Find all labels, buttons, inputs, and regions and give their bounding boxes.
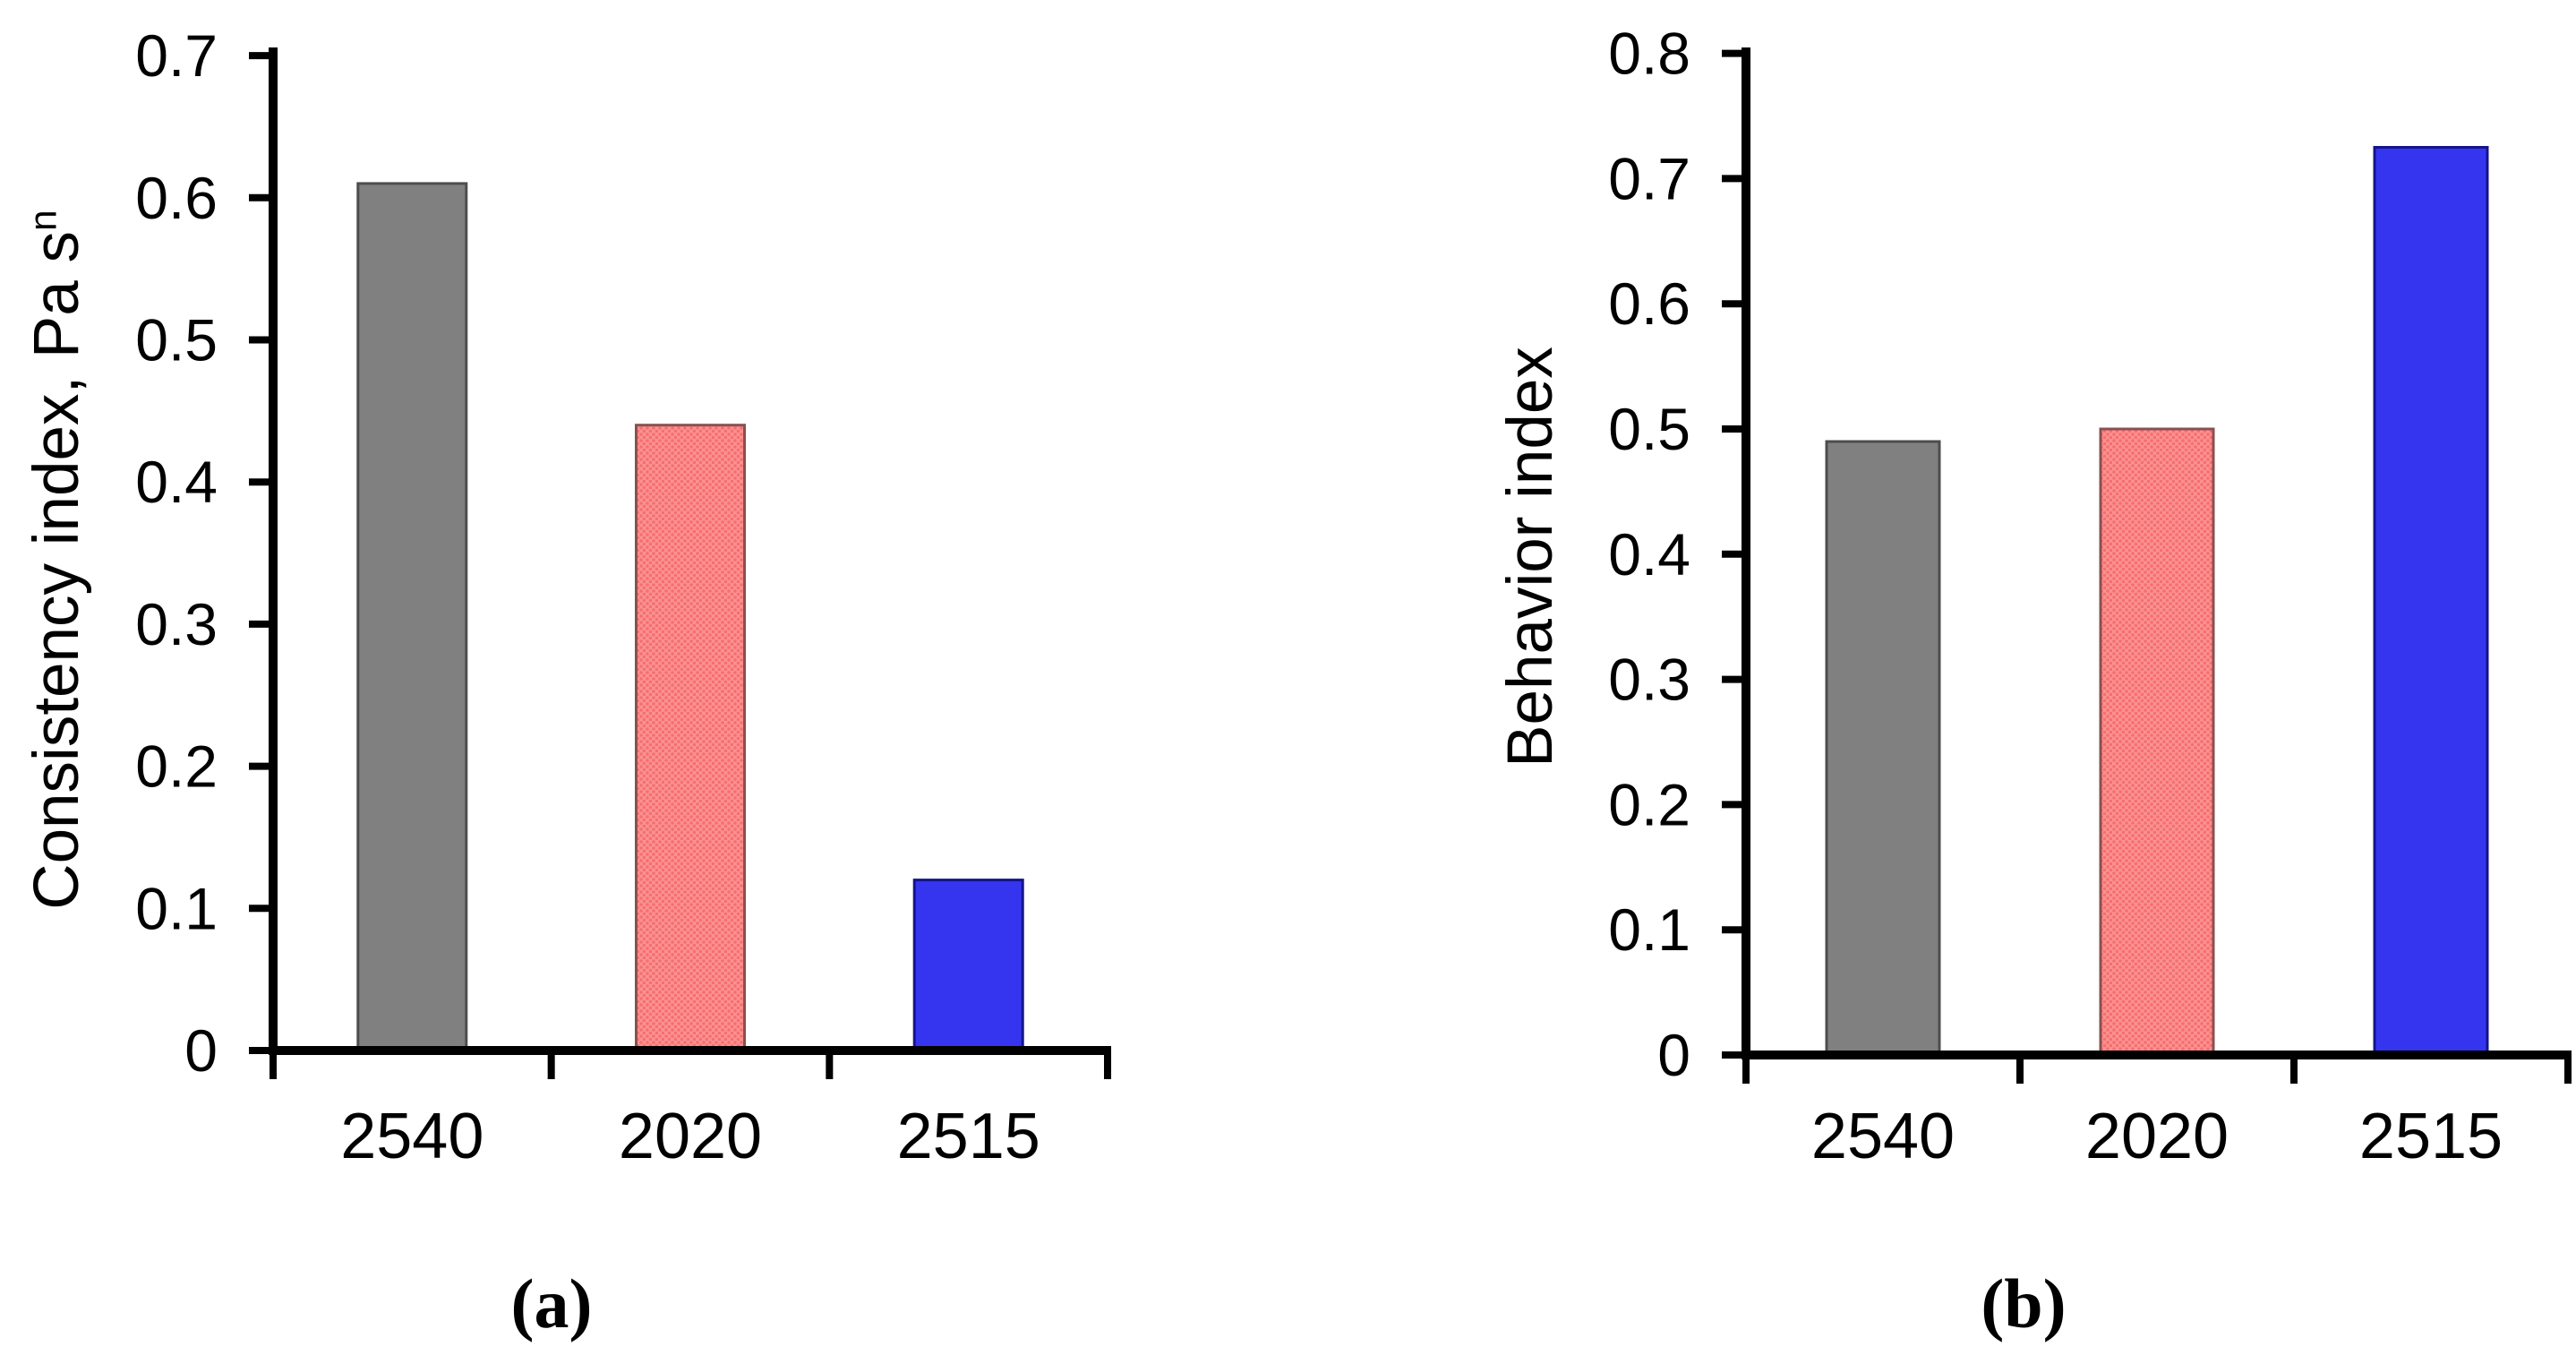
panel-b-y-tick-label-0.6: 0.6 bbox=[1608, 270, 1690, 337]
panel-a-y-tick-label-0.6: 0.6 bbox=[135, 165, 218, 231]
panel-a-y-tick-label-0.7: 0.7 bbox=[135, 22, 218, 89]
panel-caption-b: (b) bbox=[1981, 1265, 2067, 1342]
panel-b-y-tick-label-0.7: 0.7 bbox=[1608, 145, 1690, 211]
panel-a-y-tick-label-0.2: 0.2 bbox=[135, 733, 218, 800]
panel-a-y-tick-label-0.1: 0.1 bbox=[135, 875, 218, 941]
panel-a-y-tick-label-0.3: 0.3 bbox=[135, 591, 218, 657]
panel-b-x-label-2515: 2515 bbox=[2359, 1101, 2503, 1172]
panel-a: 0 0.1 0.2 0.3 0.4 0.5 0.6 0.7 2540 2020 2515 bbox=[135, 22, 1111, 1172]
panel-a-y-tick-label-0: 0 bbox=[184, 1017, 218, 1084]
panel-a-y-tick-label-0.5: 0.5 bbox=[135, 307, 218, 373]
panel-b-y-tick-label-0.8: 0.8 bbox=[1608, 21, 1690, 87]
panel-b-y-tick-label-0.2: 0.2 bbox=[1608, 771, 1690, 837]
panel-b: 0 0.1 0.2 0.3 0.4 0.5 0.6 0.7 0.8 2540 2020 2515 bbox=[1608, 21, 2572, 1172]
panel-b-x-label-2540: 2540 bbox=[1811, 1101, 1955, 1172]
panel-b-y-tick-label-0.4: 0.4 bbox=[1608, 521, 1690, 587]
panel-b-bar-2020 bbox=[2099, 427, 2215, 1057]
panel-b-y-tick-label-0.3: 0.3 bbox=[1608, 647, 1690, 713]
panel-a-bar-2020 bbox=[635, 424, 746, 1052]
panel-b-bar-2515 bbox=[2373, 146, 2489, 1057]
panel-b-y-tick-label-0.5: 0.5 bbox=[1608, 396, 1690, 462]
y-axis-title-superscript: n bbox=[21, 210, 65, 231]
panel-a-bar-2515 bbox=[912, 879, 1024, 1052]
panel-b-y-tick-label-0.1: 0.1 bbox=[1608, 896, 1690, 963]
panel-a-bar-2540 bbox=[356, 182, 468, 1052]
panel-a-y-tick-label-0.4: 0.4 bbox=[135, 449, 218, 515]
y-axis-title-text: Behavior index bbox=[1495, 347, 1566, 768]
y-axis-title-text: Consistency index, Pa s bbox=[21, 231, 92, 910]
panel-b-x-label-2020: 2020 bbox=[2085, 1101, 2229, 1172]
y-axis-title-behavior-index: Behavior index bbox=[1490, 0, 1572, 1139]
panel-b-bar-2540 bbox=[1825, 440, 1941, 1057]
panel-caption-a: (a) bbox=[510, 1265, 593, 1342]
panel-a-x-label-2515: 2515 bbox=[897, 1101, 1040, 1172]
panel-a-x-label-2540: 2540 bbox=[340, 1101, 484, 1172]
panel-a-x-label-2020: 2020 bbox=[619, 1101, 762, 1172]
y-axis-title-consistency-index: Consistency index, Pa sn bbox=[16, 0, 98, 1142]
panel-b-y-tick-label-0: 0 bbox=[1657, 1022, 1690, 1088]
